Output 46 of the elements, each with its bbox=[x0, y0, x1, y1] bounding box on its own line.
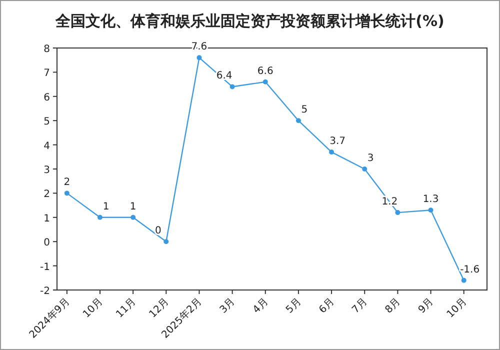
point bbox=[362, 166, 368, 172]
data-label: 3.7 bbox=[330, 136, 346, 148]
x-tick-label: 10月 bbox=[445, 296, 469, 320]
point bbox=[230, 84, 235, 90]
data-label: 0 bbox=[154, 226, 162, 237]
y-tick-label: 2 bbox=[44, 189, 50, 200]
y-tick-label: 1 bbox=[44, 213, 50, 224]
point bbox=[428, 208, 434, 213]
y-tick-label: 8 bbox=[44, 44, 50, 55]
title: 全国文化、体育和娱乐业固定资产投资额累计增长统计(%) bbox=[56, 12, 444, 30]
y-tick-label: 4 bbox=[44, 140, 50, 152]
y-tick-label: 5 bbox=[44, 116, 50, 128]
point bbox=[296, 118, 301, 124]
point bbox=[329, 150, 334, 155]
point bbox=[196, 55, 202, 60]
x-tick-label: 9月 bbox=[416, 296, 436, 316]
data-label: 1.3 bbox=[422, 194, 439, 206]
data-label: 5 bbox=[301, 104, 308, 116]
data-label: 1 bbox=[102, 201, 110, 212]
data-label: 3 bbox=[367, 153, 374, 164]
x-tick-label: 10月 bbox=[81, 296, 106, 320]
point bbox=[98, 214, 102, 220]
point bbox=[262, 79, 268, 84]
point bbox=[395, 210, 400, 216]
y-tick-label: -1 bbox=[40, 262, 50, 273]
data-label: 2 bbox=[64, 177, 70, 188]
y-tick-label: 0 bbox=[44, 238, 50, 249]
point bbox=[461, 278, 466, 283]
x-tick-label: 8月 bbox=[383, 296, 403, 316]
y-tick-label: -2 bbox=[40, 286, 50, 297]
x-tick-label: 7月 bbox=[350, 296, 370, 316]
x-tick-label: 12月 bbox=[147, 296, 172, 320]
data-label: 6.6 bbox=[257, 66, 274, 77]
data-label: 1 bbox=[130, 201, 136, 212]
y-tick-label: 6 bbox=[44, 92, 50, 104]
y-tick-label: 7 bbox=[44, 68, 50, 80]
x-tick-label: 3月 bbox=[218, 296, 238, 316]
x-tick-label: 4月 bbox=[251, 296, 271, 316]
y-tick-label: 3 bbox=[44, 165, 50, 176]
x-tick-label: 5月 bbox=[284, 296, 304, 316]
point bbox=[164, 239, 169, 244]
x-tick-label: 11月 bbox=[114, 296, 138, 320]
x-tick-label: 6月 bbox=[317, 296, 337, 316]
point bbox=[130, 214, 136, 220]
point bbox=[64, 190, 70, 196]
data-label: -1.6 bbox=[460, 264, 480, 276]
